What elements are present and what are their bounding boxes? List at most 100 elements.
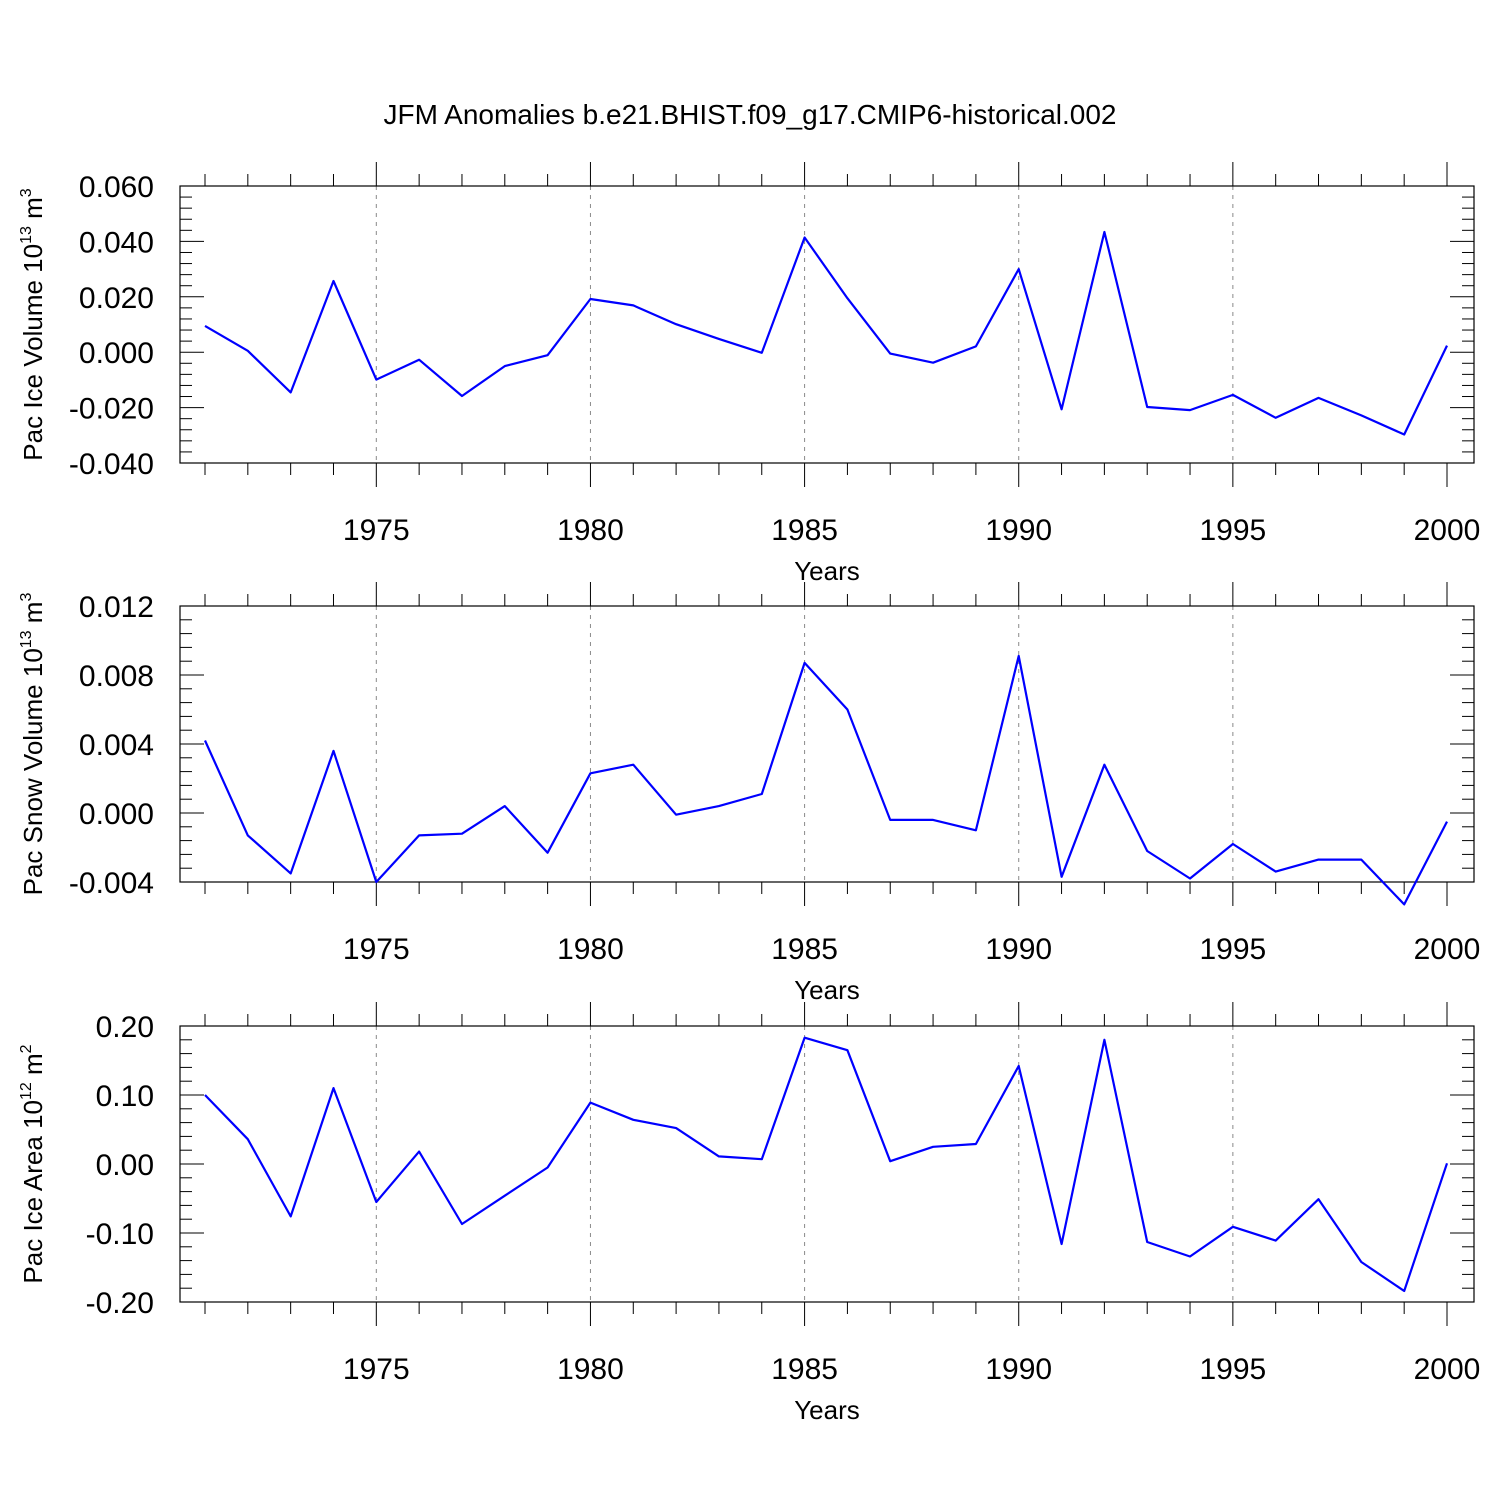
- data-point: [460, 832, 464, 836]
- data-point: [931, 818, 935, 822]
- data-point: [931, 361, 935, 365]
- y-tick-label: 0.000: [79, 798, 154, 831]
- data-point: [674, 322, 678, 326]
- data-point: [760, 1157, 764, 1161]
- data-point: [845, 296, 849, 300]
- data-point: [1274, 416, 1278, 420]
- data-point: [1188, 408, 1192, 412]
- data-point: [1188, 877, 1192, 881]
- y-tick-label: 0.060: [79, 171, 154, 204]
- data-point: [1359, 858, 1363, 862]
- data-point: [1317, 1197, 1321, 1201]
- data-point: [1231, 842, 1235, 846]
- data-point: [374, 1200, 378, 1204]
- data-point: [803, 236, 807, 240]
- data-point: [546, 353, 550, 357]
- data-point: [1445, 1161, 1449, 1165]
- y-tick-label: -0.040: [69, 448, 154, 481]
- data-point: [1317, 396, 1321, 400]
- data-point: [674, 813, 678, 817]
- data-point: [803, 1036, 807, 1040]
- data-point: [203, 324, 207, 328]
- data-point: [1060, 875, 1064, 879]
- data-point: [460, 1222, 464, 1226]
- y-axis-title: Pac Snow Volume 1013 m3: [18, 593, 48, 896]
- x-tick-label: 1980: [557, 1353, 624, 1386]
- data-point: [1231, 1225, 1235, 1229]
- x-tick-label: 1975: [343, 933, 410, 966]
- data-point: [1017, 267, 1021, 271]
- data-point: [289, 390, 293, 394]
- data-point: [1145, 405, 1149, 409]
- data-point: [203, 1093, 207, 1097]
- data-point: [1402, 902, 1406, 906]
- x-tick-label: 1990: [985, 514, 1052, 547]
- data-point: [931, 1145, 935, 1149]
- data-point: [503, 804, 507, 808]
- y-tick-label: -0.020: [69, 393, 154, 426]
- x-axis-title: Years: [794, 1395, 860, 1425]
- data-point: [1445, 344, 1449, 348]
- plot-frame-1: [179, 185, 1475, 464]
- x-tick-label: 1990: [985, 933, 1052, 966]
- data-point: [631, 1118, 635, 1122]
- data-point: [417, 358, 421, 362]
- data-point: [588, 297, 592, 301]
- data-point: [1102, 1038, 1106, 1042]
- y-tick-label: 0.020: [79, 282, 154, 315]
- data-point: [1317, 858, 1321, 862]
- data-point: [1274, 1239, 1278, 1243]
- data-point: [1145, 1240, 1149, 1244]
- x-tick-label: 1980: [557, 933, 624, 966]
- y-tick-label: 0.000: [79, 337, 154, 370]
- data-point: [1060, 1242, 1064, 1246]
- y-tick-label: 0.20: [96, 1011, 154, 1044]
- data-point: [289, 871, 293, 875]
- data-point: [888, 352, 892, 356]
- data-point: [760, 351, 764, 355]
- x-tick-label: 1985: [771, 1353, 838, 1386]
- x-tick-label: 1995: [1199, 933, 1266, 966]
- x-tick-label: 1975: [343, 1353, 410, 1386]
- data-point: [331, 1086, 335, 1090]
- x-tick-label: 1980: [557, 514, 624, 547]
- data-point: [1402, 1289, 1406, 1293]
- x-tick-label: 1985: [771, 933, 838, 966]
- data-point: [974, 344, 978, 348]
- x-tick-label: 1995: [1199, 1353, 1266, 1386]
- y-tick-label: 0.008: [79, 660, 154, 693]
- series-line-2: [203, 654, 1448, 906]
- data-point: [1017, 654, 1021, 658]
- y-tick-label: 0.004: [79, 729, 154, 762]
- data-point: [760, 792, 764, 796]
- y-tick-label: -0.004: [69, 867, 154, 900]
- figure-title: JFM Anomalies b.e21.BHIST.f09_g17.CMIP6-…: [383, 99, 1116, 130]
- data-point: [417, 833, 421, 837]
- data-point: [331, 279, 335, 283]
- y-tick-label: 0.012: [79, 591, 154, 624]
- data-point: [503, 364, 507, 368]
- data-point: [203, 739, 207, 743]
- data-point: [331, 749, 335, 753]
- data-point: [631, 303, 635, 307]
- data-point: [1402, 432, 1406, 436]
- data-point: [974, 1142, 978, 1146]
- data-point: [289, 1214, 293, 1218]
- series-line-3: [204, 1036, 1449, 1293]
- data-point: [974, 828, 978, 832]
- data-point: [1359, 413, 1363, 417]
- data-point: [1102, 763, 1106, 767]
- y-tick-label: 0.040: [79, 226, 154, 259]
- data-point: [803, 661, 807, 665]
- data-point: [588, 1101, 592, 1105]
- data-point: [546, 1165, 550, 1169]
- y-tick-label: -0.10: [86, 1218, 154, 1251]
- data-point: [1145, 849, 1149, 853]
- data-point: [717, 804, 721, 808]
- data-point: [631, 763, 635, 767]
- data-point: [374, 880, 378, 884]
- x-tick-label: 2000: [1414, 514, 1481, 547]
- y-tick-label: 0.00: [96, 1149, 154, 1182]
- x-tick-label: 1975: [343, 514, 410, 547]
- data-point: [674, 1126, 678, 1130]
